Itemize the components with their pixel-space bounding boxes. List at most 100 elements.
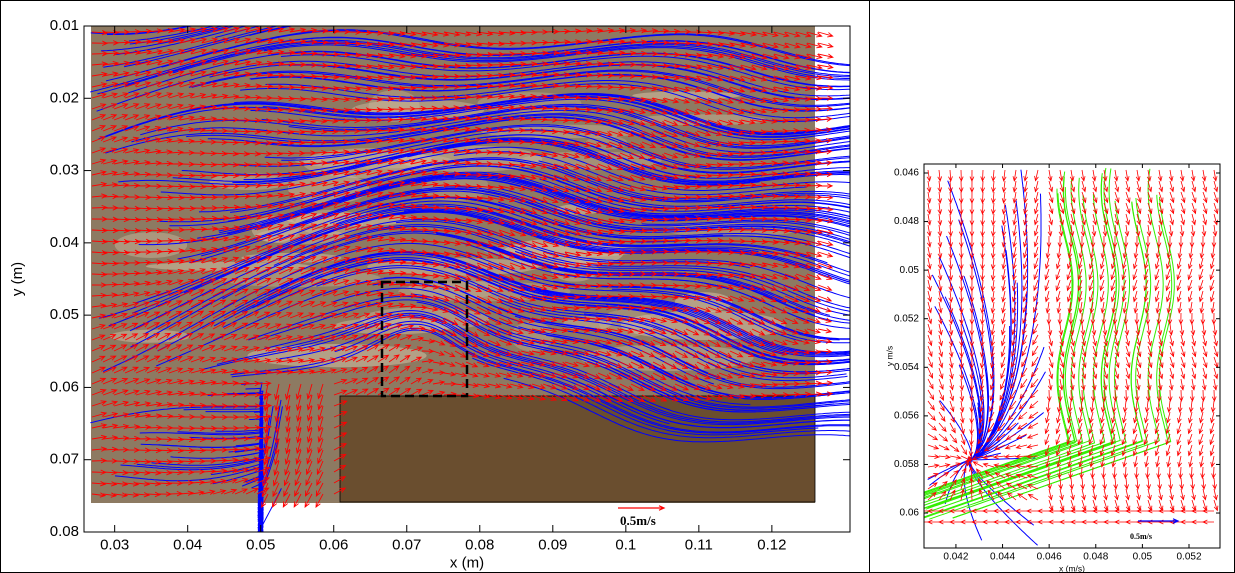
y-tick-label: 0.06 xyxy=(50,378,79,395)
velocity-arrow xyxy=(928,434,937,440)
velocity-arrow xyxy=(970,434,974,445)
velocity-arrow xyxy=(1102,467,1106,478)
velocity-arrow xyxy=(1100,280,1104,290)
velocity-arrow xyxy=(1146,467,1150,478)
velocity-arrow xyxy=(928,357,932,367)
velocity-arrow xyxy=(939,357,943,368)
velocity-arrow xyxy=(994,455,1005,459)
velocity-arrow xyxy=(1059,379,1063,390)
velocity-arrow xyxy=(1035,170,1039,181)
velocity-arrow xyxy=(927,192,931,203)
velocity-arrow xyxy=(1049,509,1060,513)
velocity-arrow xyxy=(1071,509,1082,513)
velocity-arrow xyxy=(991,258,995,269)
velocity-arrow xyxy=(1047,236,1051,247)
velocity-arrow xyxy=(1103,324,1107,335)
velocity-arrow xyxy=(949,214,953,225)
velocity-arrow xyxy=(1177,269,1181,279)
velocity-arrow xyxy=(1048,324,1052,335)
velocity-arrow xyxy=(1059,170,1063,181)
velocity-arrow xyxy=(1137,357,1141,367)
velocity-arrow xyxy=(981,225,985,236)
velocity-arrow xyxy=(1181,203,1185,213)
velocity-arrow xyxy=(939,455,950,459)
velocity-arrow xyxy=(1093,335,1097,346)
x-tick-label: 0.09 xyxy=(538,536,567,553)
velocity-arrow xyxy=(1202,225,1206,236)
velocity-arrow xyxy=(1212,236,1216,247)
velocity-arrow xyxy=(939,324,943,335)
plot-area xyxy=(90,21,855,537)
velocity-arrow xyxy=(1170,192,1174,202)
velocity-arrow xyxy=(960,390,964,401)
velocity-arrow xyxy=(1192,335,1196,346)
velocity-arrow xyxy=(970,170,974,181)
velocity-arrow xyxy=(1192,357,1196,367)
velocity-arrow xyxy=(1137,509,1148,513)
velocity-arrow xyxy=(1199,269,1203,279)
velocity-arrow xyxy=(1211,456,1215,467)
velocity-arrow xyxy=(1170,509,1181,513)
velocity-arrow xyxy=(1181,214,1185,225)
velocity-arrow xyxy=(983,509,994,513)
velocity-arrow xyxy=(1133,423,1137,433)
velocity-arrow xyxy=(1034,225,1038,236)
velocity-arrow xyxy=(1045,258,1049,269)
velocity-arrow xyxy=(1013,236,1017,247)
x-tick-label: 0.07 xyxy=(392,536,421,553)
velocity-arrow xyxy=(950,401,954,411)
velocity-arrow xyxy=(927,170,931,181)
velocity-arrow xyxy=(1200,456,1204,467)
velocity-arrow xyxy=(1133,258,1137,269)
velocity-arrow xyxy=(1145,456,1149,467)
velocity-arrow xyxy=(1192,520,1203,524)
velocity-arrow xyxy=(1049,520,1060,524)
velocity-arrow xyxy=(1167,456,1171,467)
velocity-arrow xyxy=(1170,500,1174,510)
velocity-arrow xyxy=(927,214,931,225)
velocity-arrow xyxy=(1100,291,1104,302)
velocity-arrow xyxy=(1049,489,1053,500)
velocity-arrow xyxy=(1033,335,1038,345)
velocity-arrow xyxy=(1158,379,1162,390)
velocity-arrow xyxy=(1199,445,1203,456)
velocity-arrow xyxy=(1158,324,1162,335)
velocity-arrow xyxy=(1144,423,1148,433)
velocity-arrow xyxy=(1203,203,1207,213)
velocity-arrow xyxy=(1089,269,1093,279)
velocity-arrow xyxy=(1001,324,1005,335)
velocity-arrow xyxy=(1067,269,1071,279)
velocity-arrow xyxy=(1046,302,1050,313)
velocity-arrow xyxy=(1166,445,1170,456)
velocity-arrow xyxy=(1049,335,1053,346)
velocity-arrow xyxy=(1199,291,1203,302)
velocity-arrow xyxy=(1126,214,1130,225)
velocity-arrow xyxy=(1159,509,1170,513)
velocity-arrow xyxy=(991,313,995,324)
velocity-arrow xyxy=(1214,346,1218,356)
velocity-arrow xyxy=(1093,520,1104,524)
velocity-arrow xyxy=(1079,302,1083,313)
velocity-arrow xyxy=(991,170,995,181)
velocity-arrow xyxy=(961,520,972,524)
velocity-arrow xyxy=(1189,456,1193,467)
velocity-arrow xyxy=(1177,434,1181,444)
velocity-arrow xyxy=(939,368,943,378)
velocity-arrow xyxy=(981,192,985,203)
velocity-arrow xyxy=(1203,335,1207,346)
velocity-arrow xyxy=(1135,313,1139,324)
velocity-arrow xyxy=(1034,258,1038,268)
velocity-arrow xyxy=(1125,379,1129,390)
velocity-arrow xyxy=(928,302,932,313)
velocity-arrow xyxy=(1199,423,1203,433)
velocity-arrow xyxy=(1170,214,1174,225)
velocity-arrow xyxy=(1188,291,1192,302)
velocity-arrow xyxy=(961,468,966,478)
velocity-arrow xyxy=(1181,489,1185,500)
velocity-arrow xyxy=(1012,324,1016,334)
velocity-arrow xyxy=(1147,478,1151,489)
velocity-arrow xyxy=(1013,170,1017,181)
velocity-arrow xyxy=(1002,258,1006,269)
velocity-arrow xyxy=(939,379,943,389)
velocity-arrow xyxy=(970,280,974,291)
